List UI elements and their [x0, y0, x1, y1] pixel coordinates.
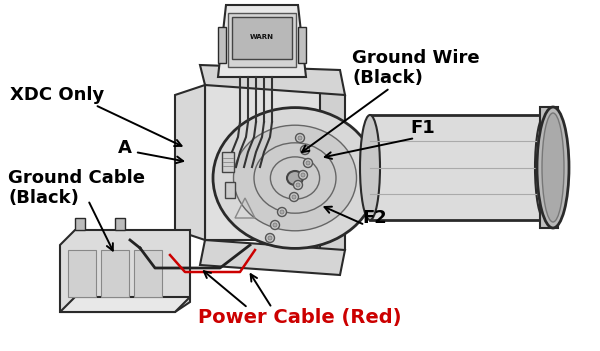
Bar	[540, 107, 558, 228]
Bar	[232, 17, 292, 59]
Text: F2: F2	[362, 209, 387, 227]
Circle shape	[271, 220, 280, 230]
Text: Power Cable (Red): Power Cable (Red)	[198, 309, 402, 327]
Ellipse shape	[287, 171, 303, 185]
Circle shape	[306, 161, 310, 165]
Polygon shape	[200, 65, 345, 95]
Circle shape	[293, 180, 302, 190]
Bar	[75, 218, 85, 230]
Bar	[218, 27, 226, 62]
Circle shape	[280, 210, 284, 214]
Ellipse shape	[213, 108, 377, 249]
Circle shape	[301, 146, 310, 154]
Text: WARN: WARN	[250, 34, 274, 40]
Bar	[225, 182, 235, 198]
Circle shape	[265, 233, 275, 243]
Circle shape	[298, 136, 302, 140]
Polygon shape	[175, 85, 205, 240]
Polygon shape	[60, 230, 190, 312]
Circle shape	[296, 183, 300, 187]
Bar	[370, 115, 545, 220]
Text: A: A	[118, 139, 132, 157]
Ellipse shape	[233, 125, 356, 231]
Bar	[101, 250, 129, 297]
Bar	[222, 152, 234, 172]
Bar	[134, 250, 162, 297]
Circle shape	[299, 171, 308, 179]
Circle shape	[296, 133, 305, 143]
Text: XDC Only: XDC Only	[10, 86, 104, 104]
Ellipse shape	[535, 115, 555, 220]
Ellipse shape	[360, 115, 380, 220]
Bar	[228, 13, 296, 67]
Circle shape	[301, 173, 305, 177]
Polygon shape	[200, 240, 345, 275]
Bar	[298, 27, 306, 62]
Circle shape	[277, 207, 287, 217]
Polygon shape	[60, 297, 190, 312]
Circle shape	[290, 192, 299, 201]
Text: Ground Wire
(Black): Ground Wire (Black)	[352, 49, 479, 87]
Text: F1: F1	[410, 119, 435, 137]
Circle shape	[268, 236, 272, 240]
Polygon shape	[218, 5, 306, 77]
Ellipse shape	[537, 107, 569, 228]
Bar	[115, 218, 125, 230]
Polygon shape	[205, 85, 330, 240]
Ellipse shape	[271, 157, 320, 199]
Bar	[68, 250, 96, 297]
Ellipse shape	[254, 143, 336, 213]
Circle shape	[273, 223, 277, 227]
Polygon shape	[320, 75, 345, 260]
Circle shape	[303, 148, 307, 152]
Ellipse shape	[542, 113, 564, 222]
Circle shape	[292, 195, 296, 199]
Circle shape	[304, 159, 313, 167]
Text: Ground Cable
(Black): Ground Cable (Black)	[8, 169, 145, 207]
